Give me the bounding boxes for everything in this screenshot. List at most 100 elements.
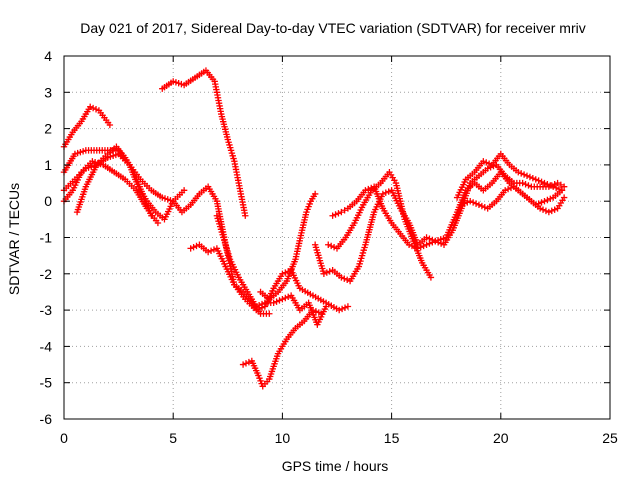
data-marker bbox=[382, 189, 389, 196]
data-point bbox=[484, 165, 491, 172]
data-marker bbox=[273, 298, 280, 305]
data-marker bbox=[343, 276, 351, 284]
data-point bbox=[423, 241, 430, 248]
data-marker bbox=[420, 242, 427, 250]
data-point bbox=[536, 205, 544, 212]
data-marker bbox=[341, 275, 348, 282]
series-arc-l bbox=[325, 168, 435, 281]
data-marker bbox=[385, 188, 392, 195]
y-tick-label-6: 0 bbox=[44, 193, 52, 209]
axis-ticks: 0 5 10 15 20 25 -6 -5 -4 -3 -2 -1 0 1 2 3 4 bbox=[40, 48, 618, 446]
data-marker bbox=[276, 297, 283, 304]
y-axis-label: SDTVAR / TECUs bbox=[6, 183, 22, 295]
data-marker bbox=[89, 104, 97, 112]
series-arc-a bbox=[60, 103, 114, 150]
y-tick-label-4: -2 bbox=[40, 266, 53, 282]
data-point bbox=[325, 241, 332, 248]
data-marker bbox=[551, 206, 558, 213]
y-tick-label-5: -1 bbox=[40, 230, 53, 246]
y-tick-label-10: 4 bbox=[44, 48, 52, 64]
data-point bbox=[423, 234, 430, 241]
series-arc-j bbox=[257, 190, 319, 303]
data-point bbox=[458, 201, 465, 209]
data-marker bbox=[426, 240, 433, 247]
data-point bbox=[329, 212, 336, 219]
data-point bbox=[187, 245, 194, 252]
data-marker bbox=[242, 360, 250, 367]
data-marker bbox=[544, 181, 551, 188]
data-point bbox=[322, 303, 330, 310]
data-marker bbox=[526, 173, 534, 181]
data-marker bbox=[547, 195, 554, 202]
data-marker bbox=[520, 171, 528, 178]
data-point bbox=[480, 158, 487, 165]
data-point bbox=[311, 190, 319, 198]
data-marker bbox=[341, 207, 348, 214]
data-marker bbox=[555, 185, 563, 193]
data-marker bbox=[327, 242, 335, 250]
data-point bbox=[279, 296, 286, 303]
data-point bbox=[475, 201, 483, 209]
data-marker bbox=[323, 269, 331, 276]
data-point bbox=[344, 303, 352, 310]
chart-title: Day 021 of 2017, Sidereal Day-to-day VTE… bbox=[80, 20, 585, 36]
data-marker bbox=[285, 293, 292, 300]
data-point bbox=[270, 299, 277, 307]
data-marker bbox=[525, 182, 532, 189]
data-point bbox=[414, 245, 422, 252]
y-tick-label-7: 1 bbox=[44, 157, 52, 173]
y-tick-label-3: -3 bbox=[40, 302, 53, 318]
data-point bbox=[560, 194, 568, 201]
data-point bbox=[541, 179, 548, 187]
data-point bbox=[239, 361, 247, 368]
data-marker bbox=[539, 206, 547, 213]
data-point bbox=[379, 190, 387, 198]
data-marker bbox=[461, 200, 468, 207]
data-point bbox=[560, 183, 568, 190]
data-point bbox=[320, 270, 328, 277]
data-marker bbox=[547, 182, 554, 189]
data-point bbox=[154, 219, 162, 227]
data-markers bbox=[60, 67, 568, 390]
data-point bbox=[550, 183, 557, 190]
y-tick-label-1: -5 bbox=[40, 375, 53, 391]
data-point bbox=[279, 270, 286, 277]
data-marker bbox=[544, 196, 551, 204]
data-marker bbox=[245, 358, 253, 366]
data-point bbox=[309, 306, 317, 314]
data-point bbox=[541, 198, 548, 205]
data-marker bbox=[469, 199, 477, 206]
data-marker bbox=[529, 175, 537, 182]
data-marker bbox=[338, 305, 346, 313]
data-marker bbox=[368, 184, 375, 192]
data-point bbox=[501, 187, 509, 194]
data-point bbox=[266, 310, 273, 317]
y-tick-label-0: -6 bbox=[40, 411, 53, 427]
data-marker bbox=[365, 185, 372, 193]
data-marker bbox=[485, 160, 493, 167]
series-arc-e bbox=[73, 143, 155, 219]
data-point bbox=[338, 274, 345, 281]
data-point bbox=[558, 187, 566, 194]
data-point bbox=[87, 103, 94, 111]
data-marker bbox=[542, 207, 550, 215]
data-point bbox=[204, 248, 212, 256]
y-tick-label-8: 2 bbox=[44, 121, 52, 137]
data-point bbox=[362, 187, 369, 194]
data-marker bbox=[210, 246, 218, 253]
data-point bbox=[427, 274, 435, 281]
data-point bbox=[532, 176, 539, 183]
series-arc-f bbox=[159, 67, 249, 219]
data-marker bbox=[335, 210, 342, 217]
data-marker bbox=[429, 239, 436, 246]
x-tick-label-2: 10 bbox=[275, 430, 291, 446]
data-marker bbox=[483, 159, 490, 166]
data-point bbox=[318, 310, 325, 317]
data-point bbox=[523, 172, 531, 179]
data-marker bbox=[332, 211, 339, 218]
data-point bbox=[180, 187, 188, 194]
y-tick-label-9: 3 bbox=[44, 84, 52, 100]
data-marker bbox=[504, 185, 512, 193]
data-point bbox=[554, 179, 561, 187]
